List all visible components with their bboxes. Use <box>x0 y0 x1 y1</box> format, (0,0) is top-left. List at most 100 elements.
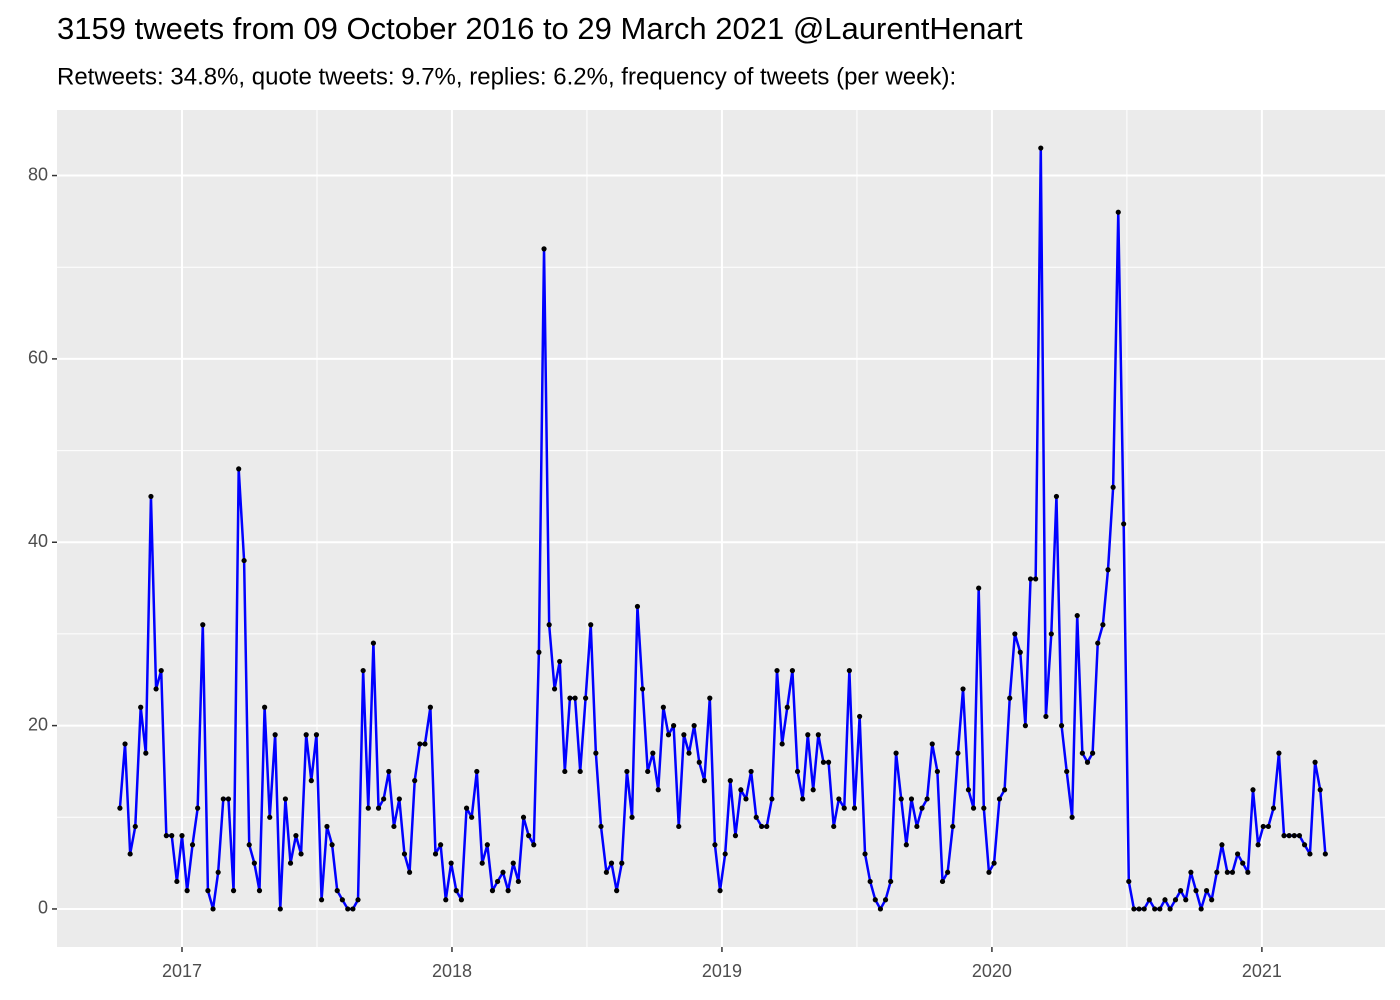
data-point <box>577 768 583 775</box>
data-point <box>851 805 858 811</box>
data-point <box>1022 723 1028 729</box>
data-point <box>753 814 759 820</box>
data-point <box>805 732 811 738</box>
data-point <box>572 695 578 701</box>
data-point <box>381 796 387 802</box>
data-point <box>970 805 977 811</box>
data-point <box>179 833 185 839</box>
data-point <box>1301 842 1308 848</box>
data-point <box>1027 576 1034 582</box>
data-point <box>898 796 904 802</box>
data-point <box>350 906 356 912</box>
data-point <box>505 888 511 894</box>
data-point <box>1090 750 1096 756</box>
data-point <box>241 557 247 564</box>
data-point <box>1162 897 1168 903</box>
data-point <box>153 686 159 692</box>
data-point <box>1229 869 1236 875</box>
data-point <box>774 667 780 674</box>
data-point <box>515 878 521 885</box>
data-point <box>158 667 164 674</box>
data-point <box>1188 869 1194 875</box>
data-point <box>432 851 439 857</box>
data-point <box>634 603 641 610</box>
data-point <box>195 805 201 811</box>
data-point <box>1110 484 1116 490</box>
data-point <box>1193 888 1199 894</box>
data-point <box>184 888 190 894</box>
data-point <box>800 796 806 802</box>
data-point <box>562 768 568 775</box>
data-point <box>676 823 682 830</box>
x-tick-label: 2018 <box>432 961 472 981</box>
data-point <box>169 833 175 839</box>
data-point <box>784 704 790 710</box>
data-point <box>1152 906 1158 912</box>
data-point <box>1198 906 1204 912</box>
data-point <box>1043 713 1049 720</box>
data-point <box>267 814 273 820</box>
data-point <box>1074 612 1080 619</box>
data-point <box>1100 622 1106 628</box>
data-point <box>220 796 226 802</box>
data-point <box>603 869 609 875</box>
data-point <box>815 732 821 738</box>
data-point <box>981 805 987 811</box>
data-point <box>722 851 728 857</box>
data-point <box>567 695 573 701</box>
data-point <box>308 778 314 784</box>
data-point <box>619 860 625 866</box>
data-point <box>1209 897 1215 903</box>
data-point <box>230 888 237 894</box>
data-point <box>329 842 335 848</box>
data-point <box>1157 906 1163 912</box>
data-point <box>1136 906 1142 912</box>
data-point <box>458 897 465 903</box>
data-point <box>236 466 242 472</box>
data-point <box>965 787 972 793</box>
data-point <box>1115 209 1121 215</box>
data-point <box>225 796 232 802</box>
series-line <box>118 146 1327 911</box>
data-point <box>696 759 702 765</box>
data-point <box>794 768 801 775</box>
data-point <box>536 649 542 655</box>
data-point <box>143 750 149 756</box>
data-point <box>531 842 537 848</box>
data-point <box>1105 567 1111 573</box>
x-tick-label: 2017 <box>162 961 202 981</box>
data-point <box>986 869 992 875</box>
data-point <box>370 640 377 646</box>
data-point <box>1219 842 1225 848</box>
data-point <box>365 805 371 811</box>
data-point <box>1307 851 1313 857</box>
chart-title: 3159 tweets from 09 October 2016 to 29 M… <box>57 11 1023 46</box>
data-point <box>955 750 961 756</box>
data-point <box>1260 823 1266 830</box>
data-point <box>494 878 501 885</box>
data-point <box>1281 833 1287 839</box>
data-point <box>764 823 770 830</box>
data-point <box>960 686 966 692</box>
data-point <box>877 906 884 912</box>
data-point <box>469 814 475 820</box>
data-point <box>950 823 956 830</box>
data-point <box>246 842 252 848</box>
data-point <box>846 667 852 674</box>
data-point <box>810 787 816 793</box>
y-tick-label: 0 <box>38 898 48 918</box>
data-point <box>406 869 413 875</box>
data-point <box>1131 906 1137 912</box>
data-point <box>334 888 340 894</box>
data-point <box>1121 521 1127 527</box>
data-point <box>1317 787 1323 793</box>
data-point <box>598 823 604 830</box>
data-point <box>701 778 707 784</box>
data-point <box>908 796 915 802</box>
data-point <box>132 823 138 830</box>
data-point <box>1250 787 1256 793</box>
data-point <box>148 493 154 500</box>
data-point <box>841 805 847 811</box>
data-point <box>872 897 878 903</box>
y-tick-label: 60 <box>28 348 48 368</box>
